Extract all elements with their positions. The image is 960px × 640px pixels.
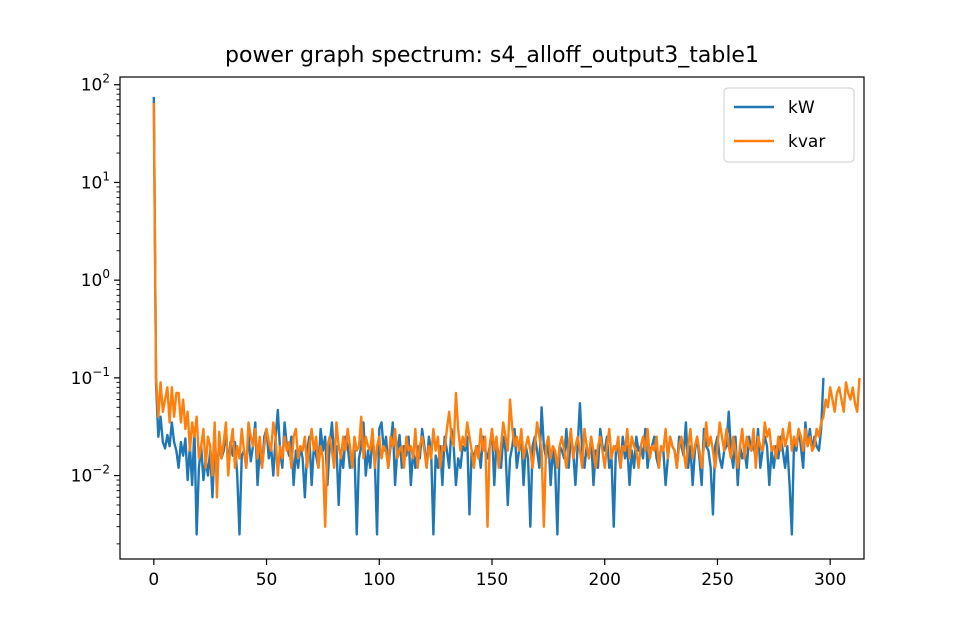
x-tick-label: 150	[476, 570, 508, 590]
y-tick-label: 101	[81, 169, 110, 193]
x-tick-label: 0	[148, 570, 159, 590]
y-tick-label: 102	[81, 72, 110, 96]
legend: kW kvar	[723, 87, 855, 163]
y-tick-label: 100	[81, 267, 110, 291]
legend-label-kvar: kvar	[788, 132, 825, 152]
x-tick-label: 50	[256, 570, 278, 590]
y-axis: 102 101 100 10−1 10−2	[71, 72, 120, 545]
x-tick-label: 300	[814, 570, 846, 590]
y-tick-label: 10−1	[71, 365, 110, 389]
x-tick-label: 200	[589, 570, 621, 590]
x-tick-label: 250	[701, 570, 733, 590]
y-tick-label: 10−2	[71, 463, 110, 487]
legend-label-kW: kW	[788, 98, 815, 118]
x-tick-label: 100	[363, 570, 395, 590]
series-line-kvar	[152, 103, 861, 528]
x-axis: 0 50 100 150 200 250 300	[148, 559, 846, 590]
chart-title: power graph spectrum: s4_alloff_output3_…	[225, 43, 759, 68]
plot-area	[152, 96, 861, 536]
